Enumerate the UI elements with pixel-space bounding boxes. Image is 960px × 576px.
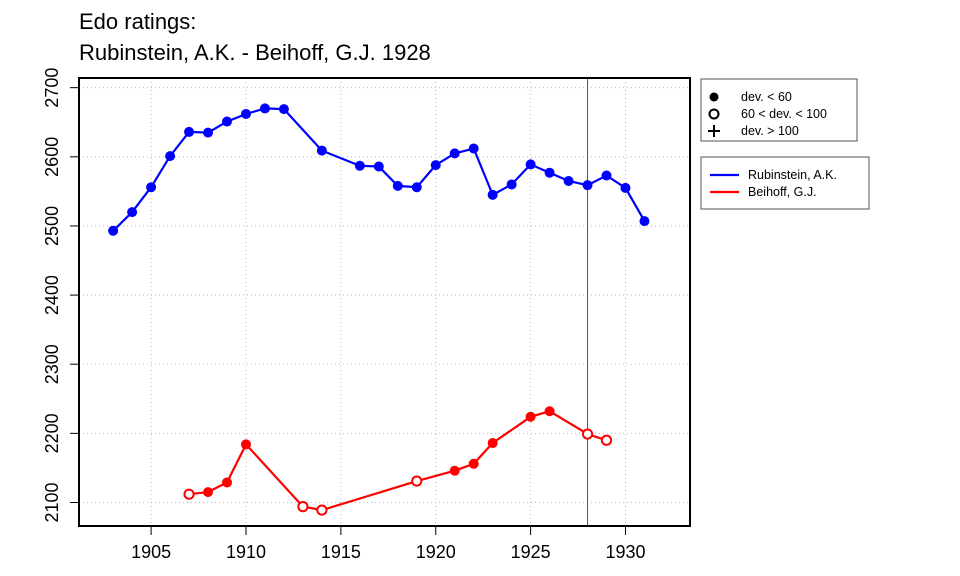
y-tick-label: 2100 xyxy=(42,482,62,522)
symbol-legend-label: dev. < 60 xyxy=(741,90,792,104)
y-tick-label: 2200 xyxy=(42,413,62,453)
data-point-open xyxy=(411,475,423,487)
data-point xyxy=(487,438,498,449)
legend-label-beihoff: Beihoff, G.J. xyxy=(748,185,817,199)
data-point xyxy=(430,160,441,171)
y-tick-label: 2500 xyxy=(42,206,62,246)
data-point-open xyxy=(297,501,309,513)
data-point xyxy=(127,207,138,218)
data-point xyxy=(278,104,289,115)
x-tick-label: 1930 xyxy=(605,542,645,562)
y-tick-label: 2600 xyxy=(42,137,62,177)
data-point xyxy=(525,159,536,170)
data-point xyxy=(146,182,157,193)
series-1 xyxy=(183,406,613,516)
data-point xyxy=(468,143,479,154)
series-line xyxy=(188,410,607,512)
data-point xyxy=(354,160,365,171)
data-point xyxy=(222,116,233,127)
data-point-open xyxy=(581,428,594,440)
data-point xyxy=(601,170,612,181)
data-point xyxy=(639,216,650,227)
data-point xyxy=(582,180,593,191)
data-point xyxy=(240,439,251,450)
data-point xyxy=(411,182,422,193)
data-point xyxy=(373,161,384,172)
data-point xyxy=(449,148,460,159)
x-axis: 1905 1910 1915 1920 1925 1930 xyxy=(131,526,646,562)
symbol-legend-box xyxy=(700,78,858,142)
x-tick-label: 1920 xyxy=(416,542,456,562)
plot-frame xyxy=(78,77,691,527)
data-point-open xyxy=(600,434,613,446)
data-point xyxy=(525,411,536,422)
chart-title-line2: Rubinstein, A.K. - Beihoff, G.J. 1928 xyxy=(79,40,431,65)
y-tick-label: 2700 xyxy=(42,68,62,108)
data-point xyxy=(203,487,214,498)
data-point xyxy=(506,179,517,190)
series-layer xyxy=(108,103,650,516)
symbol-legend-label: dev. > 100 xyxy=(741,124,799,138)
x-tick-label: 1910 xyxy=(226,542,266,562)
y-axis: 2100 2200 2300 2400 2500 2600 2700 xyxy=(42,68,79,523)
data-point xyxy=(184,126,195,137)
symbol-legend: dev. < 60 60 < dev. < 100 dev. > 100 xyxy=(700,78,858,142)
grid xyxy=(79,78,690,526)
data-point xyxy=(165,151,176,162)
series-legend: Rubinstein, A.K. Beihoff, G.J. xyxy=(700,156,870,210)
open-circle-icon xyxy=(708,108,720,120)
data-point xyxy=(468,458,479,469)
data-point xyxy=(392,180,403,191)
data-point xyxy=(316,145,327,156)
data-point xyxy=(108,225,119,236)
y-tick-label: 2300 xyxy=(42,344,62,384)
data-point xyxy=(544,167,555,178)
data-point xyxy=(449,465,460,476)
data-point xyxy=(487,189,498,200)
x-tick-label: 1905 xyxy=(131,542,171,562)
data-point xyxy=(259,103,270,114)
filled-circle-icon xyxy=(709,92,719,102)
y-tick-label: 2400 xyxy=(42,275,62,315)
data-point-open xyxy=(316,504,328,516)
data-point xyxy=(563,176,574,187)
data-point xyxy=(222,477,233,488)
plus-icon xyxy=(708,125,720,137)
data-point xyxy=(240,108,251,119)
data-point-open xyxy=(183,488,195,500)
series-legend-box xyxy=(700,156,870,210)
symbol-legend-label: 60 < dev. < 100 xyxy=(741,107,827,121)
x-tick-label: 1915 xyxy=(321,542,361,562)
data-point xyxy=(620,182,631,193)
legend-label-rubinstein: Rubinstein, A.K. xyxy=(748,168,837,182)
data-point xyxy=(544,406,555,417)
series-0 xyxy=(108,103,650,236)
x-tick-label: 1925 xyxy=(511,542,551,562)
chart-title-line1: Edo ratings: xyxy=(79,9,196,34)
data-point xyxy=(203,127,214,138)
